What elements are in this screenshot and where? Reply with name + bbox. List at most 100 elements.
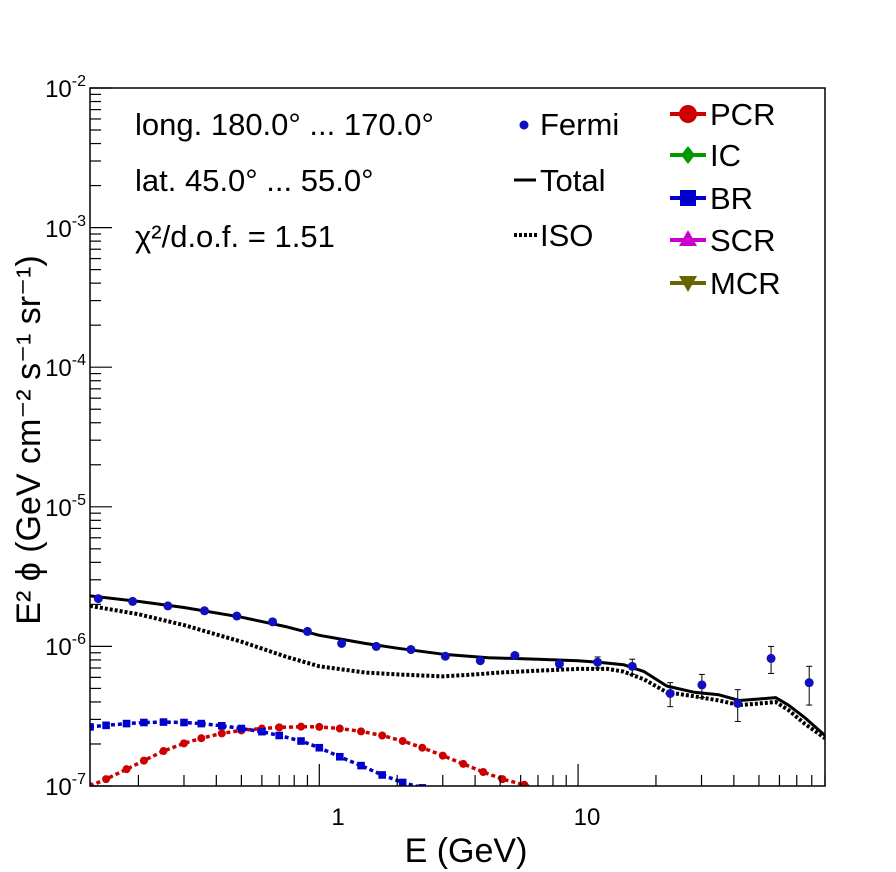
legend-ic-marker bbox=[681, 146, 695, 164]
legend-left: Fermi Total ISO bbox=[514, 107, 619, 253]
fermi-point bbox=[733, 698, 743, 708]
plot-frame bbox=[89, 87, 826, 787]
pcr-marker bbox=[179, 739, 188, 748]
legend-scr-label: SCR bbox=[710, 223, 775, 258]
pcr-marker bbox=[315, 722, 324, 731]
axis-ticks bbox=[90, 87, 826, 787]
pcr-marker bbox=[398, 737, 407, 746]
br-marker bbox=[398, 778, 407, 786]
x-tick-label: 10 bbox=[574, 804, 601, 831]
fermi-point bbox=[302, 626, 312, 636]
x-axis-tick-labels: 1 10 bbox=[331, 804, 600, 831]
iso-curve bbox=[90, 603, 825, 740]
fermi-points-layer bbox=[93, 594, 814, 722]
pcr-marker bbox=[102, 775, 111, 784]
pcr-marker bbox=[197, 734, 206, 743]
br-marker bbox=[418, 784, 427, 786]
fermi-point bbox=[665, 688, 675, 698]
br-marker bbox=[102, 721, 110, 730]
br-marker bbox=[435, 789, 443, 797]
fermi-point bbox=[232, 611, 242, 621]
legend-scr-marker bbox=[679, 230, 697, 246]
y-tick-label: 10-2 bbox=[45, 73, 86, 103]
fermi-point bbox=[406, 645, 416, 655]
legend-fermi-label: Fermi bbox=[540, 107, 619, 142]
legend-pcr-label: PCR bbox=[710, 97, 775, 132]
pcr-curve bbox=[90, 724, 534, 786]
br-marker bbox=[357, 761, 365, 770]
fermi-point bbox=[199, 606, 209, 616]
fermi-point bbox=[510, 651, 520, 661]
br-marker bbox=[122, 719, 131, 728]
legend-fermi-marker bbox=[519, 120, 529, 130]
total-curve bbox=[90, 594, 825, 737]
annotation-longitude: long. 180.0° ... 170.0° bbox=[135, 107, 434, 142]
fermi-point bbox=[627, 661, 637, 671]
pcr-marker bbox=[122, 765, 131, 774]
y-tick-label: 10-6 bbox=[45, 631, 86, 661]
pcr-marker bbox=[357, 727, 366, 736]
fermi-point bbox=[128, 596, 138, 606]
pcr-marker bbox=[217, 729, 226, 738]
br-marker bbox=[378, 771, 386, 779]
legend-ic-label: IC bbox=[710, 138, 741, 173]
pcr-marker bbox=[479, 767, 488, 776]
legend-total-label: Total bbox=[540, 163, 605, 198]
legend-pcr-marker bbox=[679, 105, 697, 123]
br-marker bbox=[180, 718, 188, 727]
annotation-block: long. 180.0° ... 170.0° lat. 45.0° ... 5… bbox=[135, 107, 434, 254]
legend-br-label: BR bbox=[710, 181, 753, 216]
pcr-marker bbox=[438, 751, 447, 760]
legend-mcr-label: MCR bbox=[710, 266, 781, 301]
pcr-marker bbox=[275, 723, 284, 732]
br-marker bbox=[197, 719, 206, 728]
fermi-point bbox=[593, 657, 603, 667]
pcr-marker bbox=[90, 782, 94, 786]
x-tick-label: 1 bbox=[331, 804, 344, 831]
legend-iso-label: ISO bbox=[540, 218, 593, 253]
fermi-point bbox=[554, 659, 564, 669]
fermi-point bbox=[163, 601, 173, 611]
pcr-marker bbox=[335, 724, 344, 733]
fermi-point bbox=[697, 680, 707, 690]
annotation-latitude: lat. 45.0° ... 55.0° bbox=[135, 163, 374, 198]
x-axis-title: E (GeV) bbox=[405, 832, 528, 870]
br-marker bbox=[217, 721, 226, 730]
br-marker bbox=[159, 718, 168, 726]
series-layer bbox=[90, 594, 825, 797]
br-marker bbox=[297, 737, 305, 745]
br-marker bbox=[315, 743, 324, 752]
fermi-point bbox=[475, 656, 485, 666]
y-tick-label: 10-3 bbox=[45, 213, 86, 243]
pcr-marker bbox=[459, 759, 468, 768]
br-marker bbox=[275, 731, 284, 740]
fermi-point bbox=[371, 641, 381, 651]
y-tick-label: 10-5 bbox=[45, 492, 86, 522]
annotation-chi2: χ²/d.o.f. = 1.51 bbox=[135, 219, 335, 254]
legend-br-marker bbox=[680, 190, 696, 206]
br-marker bbox=[237, 724, 246, 733]
fermi-point bbox=[804, 678, 814, 688]
br-marker bbox=[258, 727, 266, 736]
pcr-marker bbox=[378, 731, 387, 740]
fermi-point bbox=[766, 653, 776, 663]
fermi-point bbox=[337, 638, 347, 648]
pcr-marker bbox=[297, 722, 306, 731]
y-tick-label: 10-4 bbox=[45, 352, 86, 382]
fermi-point bbox=[268, 617, 278, 627]
br-marker bbox=[335, 752, 344, 761]
legend-mcr-marker bbox=[679, 276, 697, 292]
fermi-point bbox=[440, 651, 450, 661]
pcr-marker bbox=[418, 743, 427, 752]
legend-right: PCR IC BR SCR MCR bbox=[670, 97, 781, 301]
pcr-marker bbox=[159, 747, 168, 756]
y-axis-tick-labels: 10-7 10-6 10-5 10-4 10-3 10-2 bbox=[45, 73, 86, 801]
fermi-point bbox=[93, 594, 103, 604]
br-marker bbox=[140, 718, 148, 727]
pcr-marker bbox=[139, 756, 148, 765]
br-marker bbox=[90, 723, 94, 731]
pcr-marker bbox=[520, 780, 529, 786]
y-tick-label: 10-7 bbox=[45, 771, 86, 801]
y-axis-title: E² ϕ (GeV cm⁻² s⁻¹ sr⁻¹) bbox=[10, 255, 48, 624]
